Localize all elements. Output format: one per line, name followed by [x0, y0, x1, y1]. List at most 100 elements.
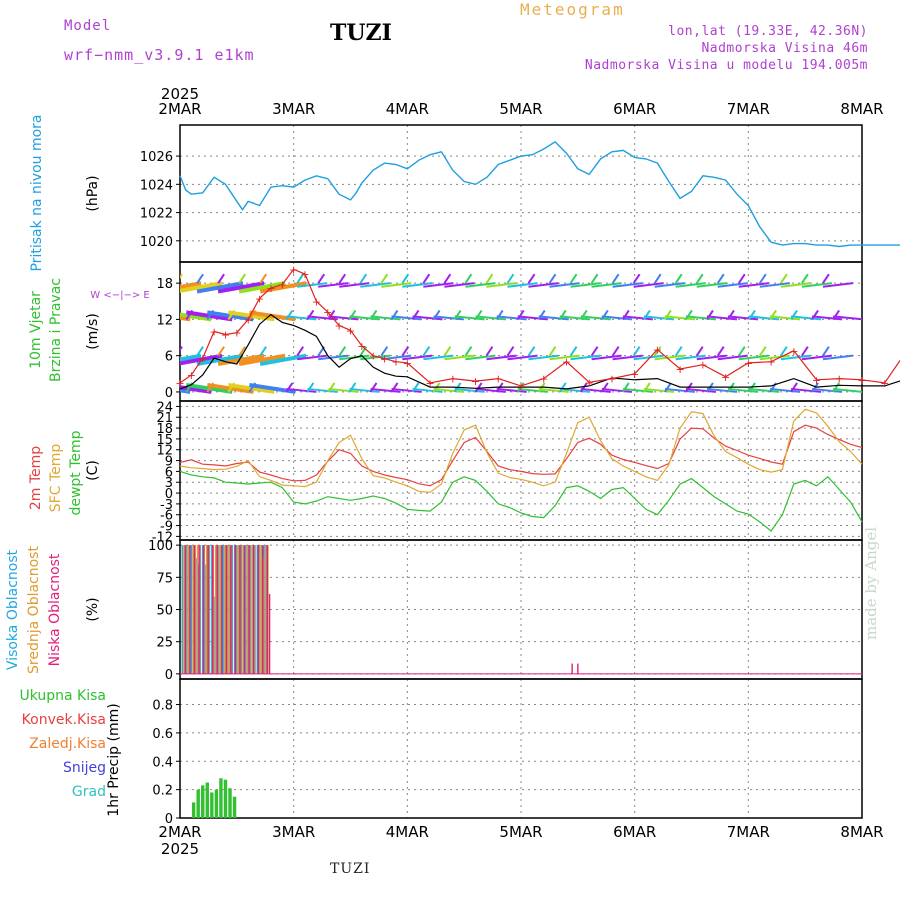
y-tick-label: 1024: [140, 178, 173, 193]
wind-barb-tick: [217, 273, 225, 284]
wind-speed-line: [179, 313, 900, 390]
precip-legend-item: Konvek.Kisa: [22, 712, 106, 728]
y-tick-label: 0.8: [152, 699, 173, 714]
wind-barb: [759, 354, 790, 361]
wind-unit-label: (m/s): [85, 313, 101, 350]
wind-barb: [696, 354, 727, 361]
wind-barb-tick: [306, 309, 315, 320]
wind-barb-tick: [579, 382, 588, 393]
wind-compass-label: W <−|−> E: [90, 290, 149, 301]
y-tick-label: 12: [156, 444, 173, 459]
bottom-x-tick-label: 4MAR: [386, 823, 429, 841]
gust-marker: +: [471, 375, 480, 388]
y-tick-label: 75: [156, 571, 173, 586]
y-tick-label: 1020: [140, 235, 173, 250]
wind-barb-tick: [600, 309, 609, 320]
wind-barb: [738, 282, 769, 288]
wind-barb: [180, 355, 181, 358]
gust-marker: +: [255, 292, 264, 305]
gust-marker: +: [403, 357, 412, 370]
wind-barb-tick: [558, 309, 567, 320]
wind-barb-tick: [411, 382, 420, 393]
wind-barb-tick: [769, 309, 777, 320]
wind-barb: [538, 315, 569, 321]
gust-marker: +: [812, 374, 821, 387]
wind-barb-tick: [801, 273, 809, 284]
y-tick-label: 1026: [140, 150, 173, 165]
y-tick-label: 24: [156, 400, 173, 415]
wind-barb: [643, 387, 674, 393]
pressure-line: [179, 141, 900, 248]
wind-barb-tick: [527, 346, 536, 357]
wind-barb: [612, 282, 643, 288]
top-x-tick-label: 3MAR: [272, 100, 315, 118]
wind-barb: [370, 387, 401, 393]
temp-sfc-axis-label: SFC Temp: [48, 444, 64, 513]
wind-barb-tick: [748, 309, 756, 320]
precip-bar: [228, 788, 232, 818]
top-x-tick-label: 8MAR: [840, 100, 883, 118]
wind-axis-label-2: Brzina i Pravac: [48, 278, 64, 382]
wind-barb-tick: [685, 309, 693, 320]
gust-marker: +: [300, 268, 309, 281]
wind-barb: [717, 354, 748, 361]
y-tick-label: 0: [165, 668, 173, 683]
wind-barb-tick: [674, 346, 683, 357]
top-x-tick-label: 2MAR: [158, 100, 201, 118]
wind-barb: [612, 354, 643, 361]
gust-marker: +: [209, 326, 218, 339]
pressure-unit-label: (hPa): [85, 175, 101, 211]
precip-bar: [201, 785, 205, 818]
model-name: wrf−nmm_v3.9.1 e1km: [64, 46, 255, 64]
gust-marker: +: [789, 345, 798, 358]
precip-panel: 0 0.2 0.4 0.6 0.8: [152, 678, 863, 827]
wind-barb: [465, 354, 496, 361]
pressure-axis-label: Pritisak na nivou mora: [29, 114, 45, 271]
wind-barb-tick: [348, 382, 357, 393]
wind-barb: [580, 387, 611, 393]
wind-barb: [822, 354, 854, 361]
y-tick-label: 1022: [140, 207, 173, 222]
wind-barb: [475, 315, 506, 321]
precip-bar: [219, 778, 223, 818]
wind-barb-tick: [453, 309, 462, 320]
wind-barb-tick: [832, 309, 840, 320]
wind-barb: [538, 387, 569, 393]
wind-barb-tick: [674, 273, 683, 284]
wind-barb: [664, 315, 696, 321]
wind-barb: [465, 282, 496, 288]
wind-barb: [238, 353, 286, 367]
wind-barb: [370, 315, 401, 321]
wind-barb: [601, 315, 632, 321]
precip-bar: [210, 792, 214, 818]
wind-barb: [286, 315, 317, 321]
wind-barb-tick: [390, 309, 399, 320]
model-label: Model: [64, 18, 112, 34]
wind-barb-tick: [537, 309, 546, 320]
wind-barb: [833, 387, 862, 393]
gust-marker: +: [448, 373, 457, 386]
wind-barb-tick: [695, 273, 704, 284]
model-elevation-label: Nadmorska Visina u modelu 194.005m: [584, 58, 868, 73]
y-tick-label: 6: [165, 350, 173, 365]
precip-legend-item: Snijeg: [63, 760, 106, 776]
wind-barb-tick: [780, 273, 788, 284]
wind-barb: [790, 315, 822, 321]
wind-barb-tick: [359, 273, 368, 284]
wind-barb: [318, 354, 349, 361]
bottom-x-tick-label: 8MAR: [840, 823, 883, 841]
precip-bar: [232, 796, 237, 818]
wind-barb-tick: [811, 382, 819, 393]
wind-barb: [622, 387, 653, 393]
wind-barb-tick: [558, 382, 567, 393]
wind-barb: [423, 282, 454, 288]
wind-gust-line: [179, 268, 900, 387]
wind-barb: [591, 354, 622, 361]
wind-barb-tick: [390, 382, 399, 393]
gust-marker: +: [278, 278, 287, 291]
gust-marker: +: [766, 356, 775, 369]
wind-barb-tick: [144, 383, 150, 392]
gust-marker: +: [744, 357, 753, 370]
y-tick-label: 0.4: [152, 755, 173, 770]
temp-2m-axis-label: 2m Temp: [28, 446, 44, 510]
